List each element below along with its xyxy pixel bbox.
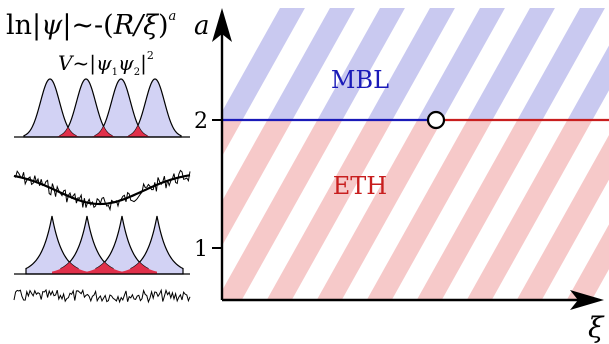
region-stripe (222, 120, 343, 300)
region-stripe (516, 134, 609, 300)
phase-diagram: 2 1 a ξ MBL ETH (194, 8, 609, 344)
region-stripe (466, 120, 593, 300)
y-tick-label-1: 1 (194, 237, 208, 262)
region-stripe (517, 8, 605, 120)
region-stripe (222, 120, 293, 246)
region-stripe (416, 120, 543, 300)
region-stripe (267, 8, 355, 120)
exponential-wavefunctions (14, 215, 190, 275)
x-axis-arrow (570, 290, 604, 310)
y-tick-label-2: 2 (194, 109, 208, 134)
smooth-potential-plot (13, 169, 191, 212)
region-stripe (222, 8, 305, 120)
region-stripe (222, 120, 243, 157)
y-axis-arrow (212, 8, 232, 42)
mbl-region (222, 8, 609, 120)
gaussian-wavefunctions (14, 78, 190, 138)
formula-overlap: V~|ψ1ψ2|2 (58, 49, 154, 78)
y-axis-label: a (194, 11, 210, 41)
formula-log-decay: ln|ψ|~-(R/ξ)a (6, 9, 176, 41)
region-stripe (317, 8, 405, 120)
region-stripe (566, 224, 609, 300)
x-axis-label: ξ (588, 311, 605, 344)
region-stripe (467, 8, 555, 120)
random-potential-plot (13, 288, 191, 304)
region-stripe (316, 120, 443, 300)
critical-point-marker (426, 110, 446, 130)
mbl-region-label: MBL (331, 66, 389, 94)
region-stripe (567, 45, 609, 120)
region-stripe (417, 8, 505, 120)
region-stripe (366, 120, 493, 300)
region-stripe (367, 8, 455, 120)
region-stripe (266, 120, 393, 300)
eth-region (222, 120, 609, 300)
eth-region-label: ETH (333, 172, 387, 200)
